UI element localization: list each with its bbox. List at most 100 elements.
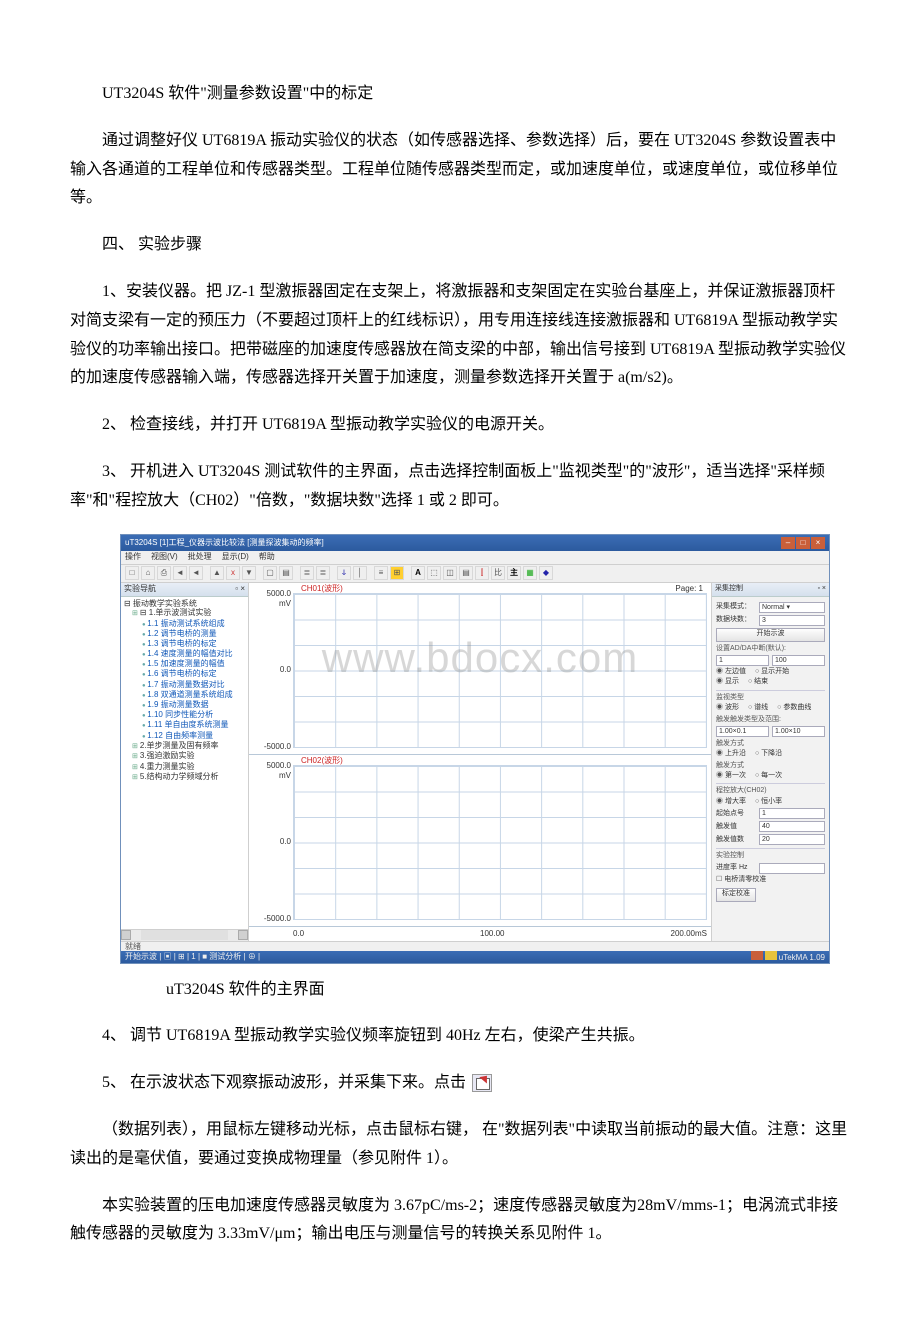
toolbar-button[interactable]: ⎙: [157, 566, 171, 580]
text-input[interactable]: 1.00×0.1: [716, 726, 769, 737]
control-label: 采集模式：: [716, 603, 756, 611]
tree-item[interactable]: 1.5 加速度测量的幅值: [124, 659, 245, 669]
left-panel-title: 实验导航: [124, 584, 156, 594]
data-list-icon: [472, 1074, 492, 1092]
control-button[interactable]: 开始示波: [716, 628, 825, 642]
toolbar-button[interactable]: ◫: [443, 566, 457, 580]
tree-item[interactable]: 1.8 双通道测量系统组成: [124, 690, 245, 700]
menu-item[interactable]: 显示(D): [222, 552, 249, 562]
chart-grid: [293, 765, 707, 920]
toolbar-button[interactable]: ≣: [300, 566, 314, 580]
status-tasks[interactable]: 开始示波 | ▣ | ⊞ | 1 | ■ 测试分析 | ⊕ |: [125, 952, 260, 962]
menu-item[interactable]: 操作: [125, 552, 141, 562]
toolbar-button[interactable]: ⌂: [141, 566, 155, 580]
tree-item[interactable]: 1.6 调节电桥的标定: [124, 669, 245, 679]
tree-group[interactable]: 4.重力测量实验: [124, 762, 245, 772]
y-max: 5000.0: [251, 761, 291, 771]
checkbox[interactable]: 电桥清零校准: [716, 876, 766, 884]
figure-caption: uT3204S 软件的主界面: [70, 976, 850, 1005]
toolbar-button[interactable]: ▤: [279, 566, 293, 580]
tree-group[interactable]: 3.强迫激励实验: [124, 751, 245, 761]
radio-option[interactable]: 增大率: [716, 798, 746, 806]
left-scrollbar[interactable]: [121, 929, 248, 941]
tree-item[interactable]: 1.12 自由频率测量: [124, 731, 245, 741]
menu-item[interactable]: 帮助: [259, 552, 275, 562]
toolbar-button[interactable]: ▢: [263, 566, 277, 580]
radio-option[interactable]: 显示开始: [755, 668, 789, 676]
left-panel-header: 实验导航 ▫ ×: [121, 583, 248, 597]
text-input[interactable]: 1: [716, 655, 769, 666]
tree-group[interactable]: ⊟ 1.单示波测试实验: [124, 608, 245, 618]
left-panel: 实验导航 ▫ × ⊟ 振动教学实验系统⊟ 1.单示波测试实验1.1 振动测试系统…: [121, 583, 249, 941]
experiment-nav-tree[interactable]: ⊟ 振动教学实验系统⊟ 1.单示波测试实验1.1 振动测试系统组成1.2 调节电…: [121, 597, 248, 929]
tree-item[interactable]: 1.1 振动测试系统组成: [124, 619, 245, 629]
window-title: uT3204S [1]工程_仪器示波比较法 [测量探波集动的频率]: [125, 538, 324, 548]
tree-group[interactable]: 2.单步测量及固有频率: [124, 741, 245, 751]
y-mid: 0.0: [251, 665, 291, 675]
toolbar-button[interactable]: ◆: [539, 566, 553, 580]
toolbar-button[interactable]: │: [353, 566, 367, 580]
menu-item[interactable]: 批处理: [188, 552, 212, 562]
radio-option[interactable]: 波形: [716, 704, 739, 712]
toolbar-button[interactable]: □: [125, 566, 139, 580]
chart-page: Page: 1: [675, 584, 703, 594]
chart-ch01: CH01(波形) Page: 1 5000.0 mV 0.0 -5000.0 w…: [249, 583, 711, 755]
text-input[interactable]: 40: [759, 821, 825, 832]
menu-item[interactable]: 视图(V): [151, 552, 178, 562]
text-input[interactable]: 1: [759, 808, 825, 819]
control-button[interactable]: 标定校准: [716, 888, 756, 902]
right-panel-pin[interactable]: ▫ ×: [817, 585, 826, 593]
step-5-text: 5、 在示波状态下观察振动波形，并采集下来。点击: [102, 1074, 470, 1091]
toolbar-button[interactable]: ≣: [316, 566, 330, 580]
text-input[interactable]: 20: [759, 834, 825, 845]
control-row: 触发值数20: [716, 834, 825, 845]
toolbar-button[interactable]: ▼: [242, 566, 256, 580]
tree-item[interactable]: 1.9 振动测量数据: [124, 700, 245, 710]
tree-item[interactable]: 1.3 调节电桥的标定: [124, 639, 245, 649]
radio-option[interactable]: 谱线: [748, 704, 768, 712]
toolbar-button[interactable]: ≡: [374, 566, 388, 580]
toolbar-button[interactable]: 比: [491, 566, 505, 580]
subtitle: UT3204S 软件"测量参数设置"中的标定: [70, 80, 850, 109]
text-input[interactable]: 100: [772, 655, 825, 666]
window-titlebar: uT3204S [1]工程_仪器示波比较法 [测量探波集动的频率] –□×: [121, 535, 829, 551]
toolbar-button[interactable]: ↆ: [337, 566, 351, 580]
toolbar-button[interactable]: ⬚: [427, 566, 441, 580]
toolbar-button[interactable]: A: [411, 566, 425, 580]
radio-option[interactable]: 恒小率: [755, 798, 782, 806]
tree-root[interactable]: ⊟ 振动教学实验系统: [124, 599, 245, 609]
radio-option[interactable]: 下降沿: [755, 750, 782, 758]
radio-option[interactable]: 上升沿: [716, 750, 746, 758]
x-axis: 0.0 100.00 200.00mS: [249, 927, 711, 941]
toolbar-button[interactable]: 主: [507, 566, 521, 580]
control-row: 数据块数：3: [716, 615, 825, 626]
toolbar-button[interactable]: x: [226, 566, 240, 580]
radio-option[interactable]: 结束: [748, 678, 768, 686]
tree-item[interactable]: 1.7 振动测量数据对比: [124, 680, 245, 690]
toolbar-button[interactable]: ◄: [173, 566, 187, 580]
text-input[interactable]: 1.00×10: [772, 726, 825, 737]
toolbar-button[interactable]: ⫿: [475, 566, 489, 580]
toolbar-button[interactable]: ▤: [459, 566, 473, 580]
radio-option[interactable]: 参数曲线: [777, 704, 811, 712]
radio-option[interactable]: 显示: [716, 678, 739, 686]
text-input[interactable]: 3: [759, 615, 825, 626]
select-input[interactable]: Normal ▾: [759, 602, 825, 613]
y-min: -5000.0: [251, 742, 291, 752]
toolbar-button[interactable]: ⊞: [390, 566, 404, 580]
step-5-cont: （数据列表），用鼠标左键移动光标，点击鼠标右键， 在"数据列表"中读取当前振动的…: [70, 1116, 850, 1174]
tree-item[interactable]: 1.11 单自由度系统测量: [124, 720, 245, 730]
tree-item[interactable]: 1.4 速度测量的幅值对比: [124, 649, 245, 659]
tree-item[interactable]: 1.2 调节电桥的测量: [124, 629, 245, 639]
left-panel-pin[interactable]: ▫ ×: [235, 584, 245, 594]
tree-item[interactable]: 1.10 同步性能分析: [124, 710, 245, 720]
radio-option[interactable]: 左边值: [716, 668, 746, 676]
text-input[interactable]: [759, 863, 825, 874]
toolbar-button[interactable]: ▲: [210, 566, 224, 580]
step-2: 2、 检查接线，并打开 UT6819A 型振动教学实验仪的电源开关。: [70, 411, 850, 440]
radio-option[interactable]: 第一次: [716, 772, 746, 780]
radio-option[interactable]: 每一次: [755, 772, 782, 780]
toolbar-button[interactable]: ▦: [523, 566, 537, 580]
tree-group[interactable]: 5.结构动力学频域分析: [124, 772, 245, 782]
toolbar-button[interactable]: ◄: [189, 566, 203, 580]
